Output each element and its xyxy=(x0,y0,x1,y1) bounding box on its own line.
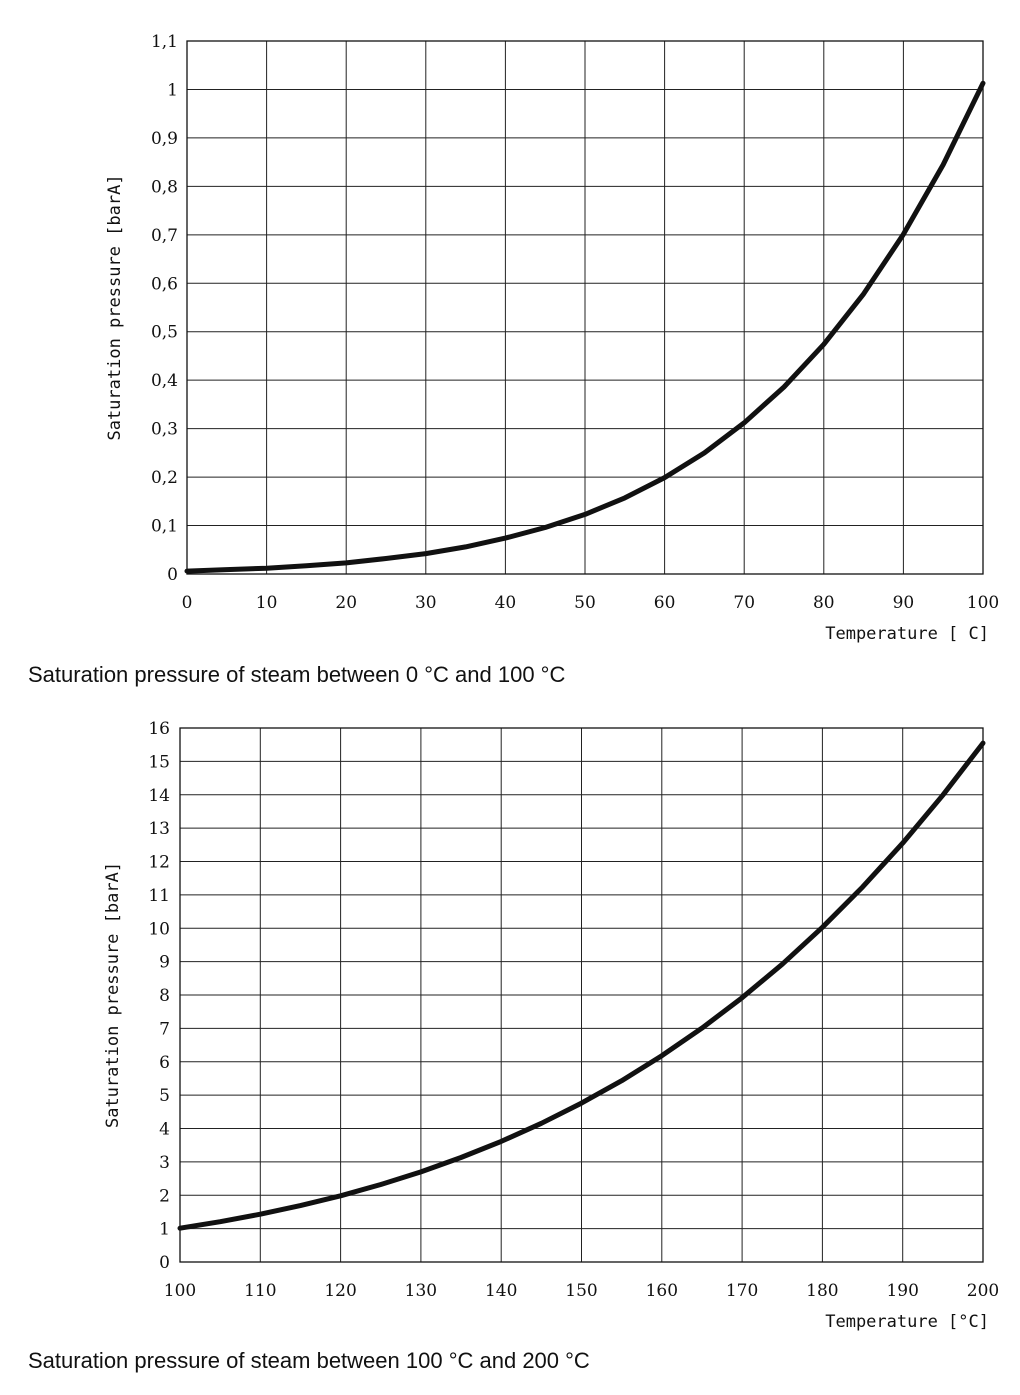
chart-0-x-tick-label: 0 xyxy=(182,593,193,613)
chart-0-x-tick-label: 50 xyxy=(574,593,596,613)
chart-1-y-tick-label: 7 xyxy=(159,1019,170,1039)
chart-1-y-tick-label: 9 xyxy=(159,953,170,973)
chart-0-x-tick-label: 40 xyxy=(495,593,517,613)
chart-0-x-tick-label: 100 xyxy=(967,593,999,613)
chart-1-x-tick-label: 130 xyxy=(405,1281,437,1301)
chart-0-y-tick-label: 0 xyxy=(167,565,178,585)
chart-0-y-tick-label: 0,4 xyxy=(151,371,178,391)
chart-1-y-tick-label: 16 xyxy=(148,719,170,739)
chart-100-200c: 100 110 120 130 140 150 160 170 180 190 2000123456… xyxy=(103,719,999,1332)
chart-1-y-tick-label: 8 xyxy=(159,986,170,1006)
chart-1-plot-frame xyxy=(179,727,984,1263)
chart-1-y-tick-label: 4 xyxy=(159,1120,170,1140)
chart-1-x-tick-label: 100 xyxy=(164,1281,196,1301)
chart-0-x-tick-label: 70 xyxy=(733,593,755,613)
chart-0-plot-frame xyxy=(186,40,984,575)
chart-1-y-tick-label: 1 xyxy=(159,1220,170,1240)
chart-0-series-0-line xyxy=(184,80,986,574)
chart-0-y-tick-label: 1 xyxy=(167,80,178,100)
chart-0-y-axis-label: Saturation pressure [barA] xyxy=(105,174,125,440)
chart-0-x-tick-label: 20 xyxy=(335,593,357,613)
chart-0-caption: Saturation pressure of steam between 0 °… xyxy=(28,662,566,687)
chart-0-x-axis-label: Temperature [ C] xyxy=(825,624,989,644)
chart-1-y-tick-label: 15 xyxy=(148,752,170,772)
chart-0-x-tick-label: 80 xyxy=(813,593,835,613)
chart-1-y-tick-label: 10 xyxy=(148,919,170,939)
chart-1-x-axis-label: Temperature [°C] xyxy=(825,1312,989,1332)
chart-1-y-tick-label: 0 xyxy=(159,1253,170,1273)
chart-1-y-tick-label: 13 xyxy=(148,819,170,839)
chart-0-y-tick-label: 0,8 xyxy=(151,177,178,197)
chart-0-y-tick-label: 0,5 xyxy=(151,323,178,343)
chart-0-y-tick-label: 0,6 xyxy=(151,274,178,294)
chart-1-y-tick-label: 2 xyxy=(159,1186,170,1206)
chart-0-x-tick-label: 90 xyxy=(893,593,915,613)
chart-0-y-tick-label: 0,2 xyxy=(151,468,178,488)
chart-1-y-tick-label: 12 xyxy=(148,853,170,873)
chart-1-x-tick-label: 170 xyxy=(726,1281,758,1301)
chart-1-x-tick-label: 190 xyxy=(886,1281,918,1301)
chart-0-x-tick-label: 30 xyxy=(415,593,437,613)
chart-1-y-tick-label: 3 xyxy=(159,1153,170,1173)
chart-1-y-tick-label: 6 xyxy=(159,1053,170,1073)
chart-0-10-100c: 0 10 20 30 40 50 60 70 80 90 100 0 0,1 0,2 0,3 0,4 0,5 0,… xyxy=(105,32,999,644)
chart-0-y-tick-label: 0,9 xyxy=(151,129,178,149)
chart-0-x-tick-label: 10 xyxy=(256,593,278,613)
chart-1-y-tick-label: 14 xyxy=(148,786,170,806)
chart-1-y-axis-label: Saturation pressure [barA] xyxy=(103,862,123,1128)
chart-0-y-tick-label: 0,1 xyxy=(151,517,178,537)
chart-1-x-tick-label: 160 xyxy=(646,1281,678,1301)
chart-1-caption: Saturation pressure of steam between 100… xyxy=(28,1348,590,1373)
chart-1-y-tick-label: 5 xyxy=(159,1086,170,1106)
chart-1-x-tick-label: 140 xyxy=(485,1281,517,1301)
chart-1-x-tick-label: 150 xyxy=(565,1281,597,1301)
chart-1-series-0-line xyxy=(177,740,986,1231)
chart-1-x-tick-label: 110 xyxy=(244,1281,276,1301)
chart-1-x-tick-label: 180 xyxy=(806,1281,838,1301)
chart-0-y-tick-label: 0,7 xyxy=(151,226,178,246)
chart-0-y-tick-label: 1,1 xyxy=(151,32,178,52)
chart-1-x-tick-label: 200 xyxy=(967,1281,999,1301)
chart-1-y-tick-label: 11 xyxy=(148,886,170,906)
chart-0-y-tick-label: 0,3 xyxy=(151,420,178,440)
chart-0-x-tick-label: 60 xyxy=(654,593,676,613)
chart-1-x-tick-label: 120 xyxy=(324,1281,356,1301)
